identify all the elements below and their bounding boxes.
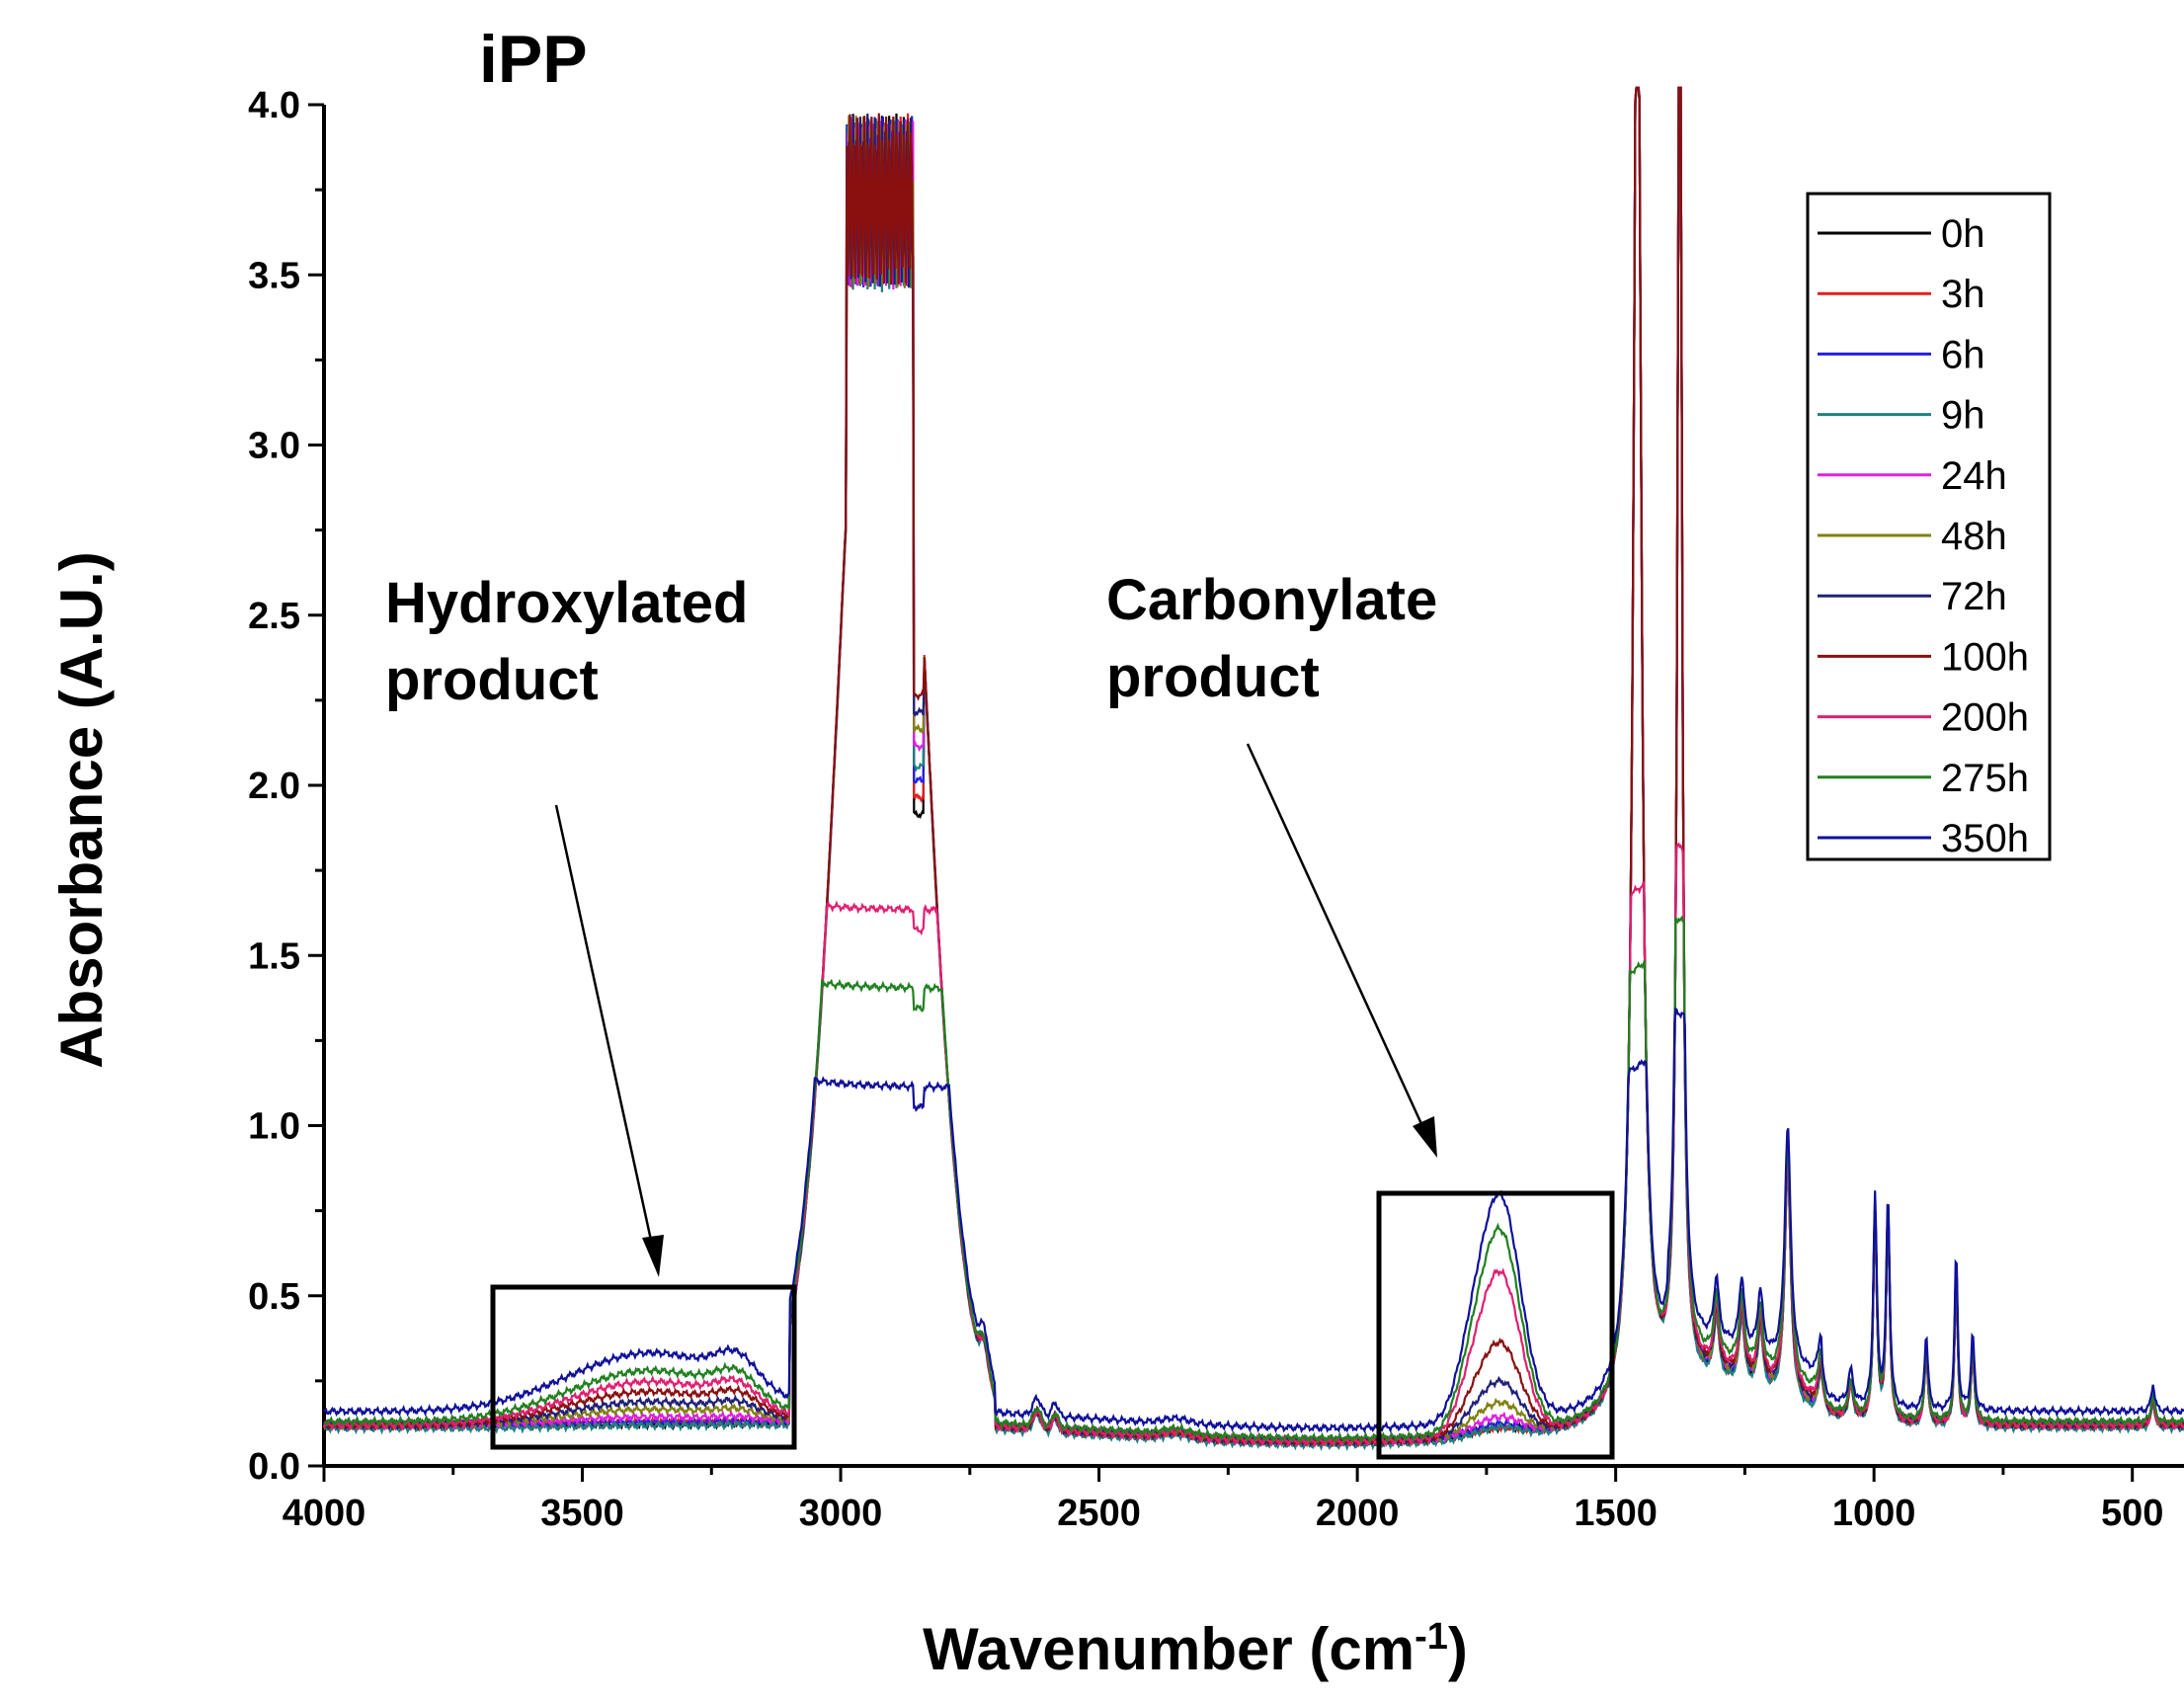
legend-label-24h: 24h	[1941, 454, 2007, 498]
legend-label-350h: 350h	[1941, 817, 2029, 860]
x-tick-label: 4000	[283, 1493, 366, 1534]
legend-label-72h: 72h	[1941, 575, 2007, 618]
legend: 0h 3h 6h 9h 24h 48h 72h 100h 200h 275h 350h	[1806, 192, 2052, 861]
legend-label-200h: 200h	[1941, 696, 2029, 740]
hydroxylated-label: Hydroxylated product	[385, 571, 765, 712]
legend-label-275h: 275h	[1941, 757, 2029, 800]
x-tick-label: 2500	[1057, 1493, 1141, 1534]
annotations: Hydroxylated product Carbonylate product	[385, 568, 1615, 1460]
y-tick-label: 1.0	[248, 1106, 300, 1148]
y-tick-label: 4.0	[248, 85, 300, 126]
y-tick-label: 3.5	[248, 255, 300, 296]
carbonylate-arrow	[1246, 743, 1424, 1127]
ticks: 0.0 0.5 1.0 1.5 2.0 2.5 3.0 3.5 4.0 4000 3500 3000 2…	[248, 85, 2163, 1534]
x-tick-label: 500	[2101, 1493, 2163, 1534]
carbonylate-label-line1: Carbonylate	[1106, 568, 1437, 632]
x-axis-title-end: )	[1448, 1616, 1468, 1682]
legend-label-6h: 6h	[1941, 333, 1985, 376]
legend-label-100h: 100h	[1941, 635, 2029, 679]
hydroxylated-label-line2: product	[385, 648, 599, 712]
y-tick-label: 0.0	[248, 1446, 300, 1488]
chart-title: iPP	[479, 22, 588, 97]
hydroxylated-region-box	[490, 1284, 797, 1450]
y-tick-label: 2.5	[248, 596, 300, 637]
x-axis-title: Wavenumber (cm-1)	[923, 1616, 1468, 1682]
series-line-200h	[322, 842, 2184, 1448]
y-tick-label: 1.5	[248, 935, 300, 977]
x-tick-label: 3000	[799, 1493, 883, 1534]
y-tick-label: 3.0	[248, 426, 300, 467]
legend-box	[1806, 192, 2052, 861]
y-tick-label: 0.5	[248, 1276, 300, 1318]
carbonylate-arrowhead	[1413, 1116, 1437, 1158]
carbonylate-region-box	[1376, 1190, 1615, 1460]
legend-label-48h: 48h	[1941, 515, 2007, 558]
carbonylate-label: Carbonylate product	[1106, 568, 1453, 709]
carbonylate-label-line2: product	[1106, 645, 1320, 709]
x-tick-label: 3500	[540, 1493, 624, 1534]
y-axis-title: Absorbance (A.U.)	[48, 551, 115, 1068]
x-axis-title-sup: -1	[1415, 1616, 1448, 1658]
legend-label-3h: 3h	[1941, 273, 1985, 316]
hydroxylated-arrowhead	[642, 1235, 664, 1277]
x-tick-label: 1000	[1832, 1493, 1916, 1534]
x-axis-title-main: Wavenumber (cm	[923, 1616, 1415, 1682]
y-tick-label: 2.0	[248, 766, 300, 807]
hydroxylated-arrow	[554, 804, 654, 1246]
x-tick-label: 1500	[1574, 1493, 1658, 1534]
hydroxylated-label-line1: Hydroxylated	[385, 571, 748, 635]
legend-label-9h: 9h	[1941, 394, 1985, 438]
series-group	[322, 86, 2184, 1452]
x-tick-label: 2000	[1316, 1493, 1400, 1534]
legend-label-0h: 0h	[1941, 212, 1985, 256]
series-line-350h	[323, 1007, 2184, 1434]
